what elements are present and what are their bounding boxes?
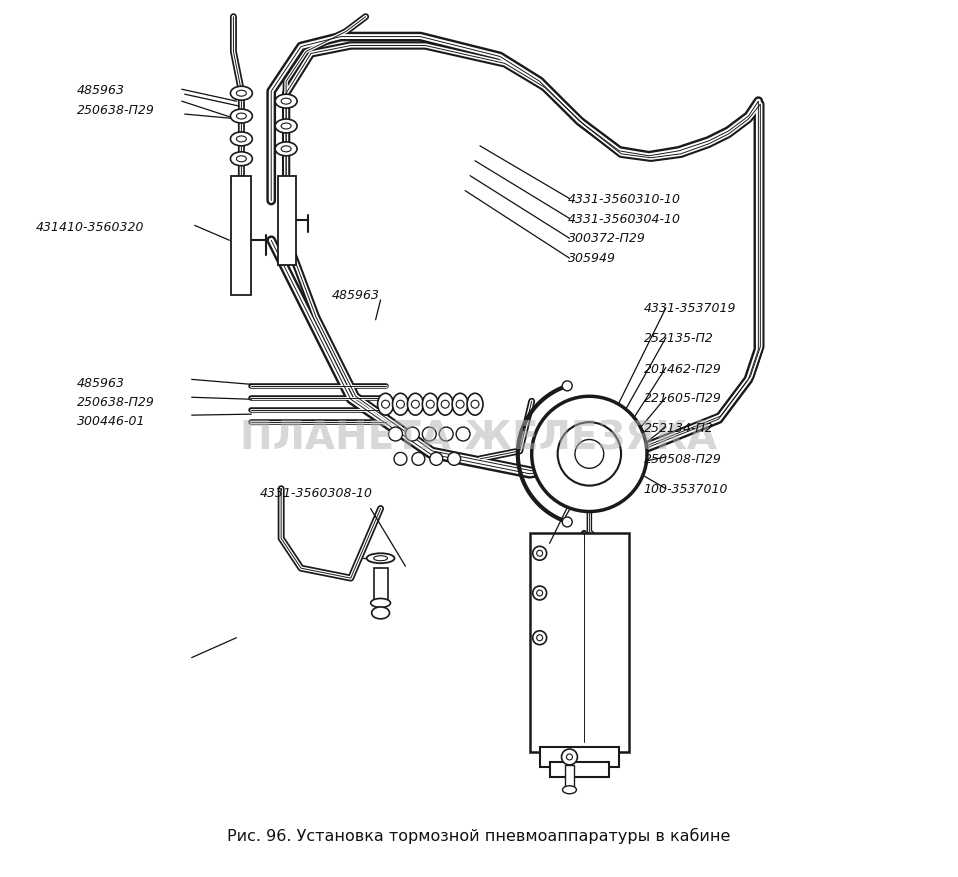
Circle shape (562, 381, 572, 391)
Ellipse shape (372, 607, 390, 619)
Text: 485963: 485963 (77, 376, 125, 389)
Ellipse shape (411, 401, 420, 409)
Text: Рис. 96. Установка тормозной пневмоаппаратуры в кабине: Рис. 96. Установка тормозной пневмоаппар… (227, 827, 731, 843)
Ellipse shape (422, 394, 438, 416)
Text: 221605-П29: 221605-П29 (644, 392, 721, 405)
Bar (374, 568, 388, 603)
Circle shape (566, 754, 573, 760)
Ellipse shape (471, 401, 479, 409)
Ellipse shape (281, 146, 291, 153)
Ellipse shape (275, 143, 297, 157)
Ellipse shape (447, 453, 461, 466)
Text: 305949: 305949 (567, 252, 616, 265)
Ellipse shape (426, 401, 434, 409)
Ellipse shape (275, 95, 297, 109)
Circle shape (536, 590, 542, 596)
Ellipse shape (422, 428, 436, 441)
Text: 4331-3560310-10: 4331-3560310-10 (567, 192, 680, 205)
Circle shape (575, 440, 604, 469)
Bar (232, 176, 251, 296)
Ellipse shape (439, 428, 453, 441)
Ellipse shape (442, 401, 449, 409)
Bar (539, 747, 619, 767)
Text: 4331-3537019: 4331-3537019 (644, 302, 737, 314)
Ellipse shape (412, 453, 424, 466)
Text: 250508-П29: 250508-П29 (644, 452, 721, 465)
Ellipse shape (562, 786, 577, 794)
Circle shape (533, 587, 547, 600)
Ellipse shape (231, 132, 252, 146)
Text: 300446-01: 300446-01 (77, 415, 146, 428)
Ellipse shape (456, 428, 470, 441)
Text: ПЛАНЕТА ЖЕЛЕЗЯКА: ПЛАНЕТА ЖЕЛЕЗЯКА (240, 419, 718, 458)
Text: 201462-П29: 201462-П29 (644, 362, 721, 375)
Ellipse shape (381, 401, 390, 409)
Ellipse shape (367, 553, 395, 564)
Ellipse shape (407, 394, 423, 416)
Text: 4331-3560304-10: 4331-3560304-10 (567, 212, 680, 225)
Ellipse shape (237, 114, 246, 120)
Ellipse shape (430, 453, 443, 466)
Bar (550, 762, 609, 777)
Ellipse shape (452, 394, 468, 416)
Ellipse shape (231, 153, 252, 167)
Bar (278, 176, 296, 266)
Text: 252135-П2: 252135-П2 (644, 332, 714, 345)
Bar (564, 765, 575, 790)
Ellipse shape (237, 137, 246, 143)
Ellipse shape (437, 394, 453, 416)
Circle shape (533, 546, 547, 560)
Text: 485963: 485963 (77, 83, 125, 96)
Ellipse shape (393, 394, 408, 416)
Ellipse shape (231, 110, 252, 124)
Ellipse shape (456, 401, 464, 409)
Ellipse shape (281, 99, 291, 105)
Ellipse shape (397, 401, 404, 409)
Bar (530, 534, 629, 752)
Text: 100-3537010: 100-3537010 (644, 482, 728, 496)
Text: 4331-3560308-10: 4331-3560308-10 (260, 487, 373, 500)
Ellipse shape (237, 157, 246, 162)
Circle shape (558, 423, 621, 486)
Circle shape (536, 551, 542, 557)
Circle shape (561, 749, 578, 765)
Ellipse shape (237, 91, 246, 97)
Ellipse shape (231, 87, 252, 101)
Ellipse shape (371, 599, 391, 608)
Circle shape (533, 631, 547, 645)
Ellipse shape (468, 394, 483, 416)
Ellipse shape (281, 124, 291, 130)
Text: 300372-П29: 300372-П29 (567, 232, 646, 245)
Ellipse shape (275, 120, 297, 134)
Ellipse shape (405, 428, 420, 441)
Ellipse shape (374, 556, 388, 561)
Text: 252134-П2: 252134-П2 (644, 422, 714, 434)
Circle shape (536, 635, 542, 641)
Text: 250638-П29: 250638-П29 (77, 396, 155, 409)
Circle shape (532, 396, 647, 512)
Circle shape (562, 517, 572, 527)
Ellipse shape (394, 453, 407, 466)
Ellipse shape (389, 428, 402, 441)
Ellipse shape (377, 394, 394, 416)
Text: 485963: 485963 (331, 289, 379, 301)
Text: 431410-3560320: 431410-3560320 (36, 221, 145, 234)
Text: 250638-П29: 250638-П29 (77, 103, 155, 117)
